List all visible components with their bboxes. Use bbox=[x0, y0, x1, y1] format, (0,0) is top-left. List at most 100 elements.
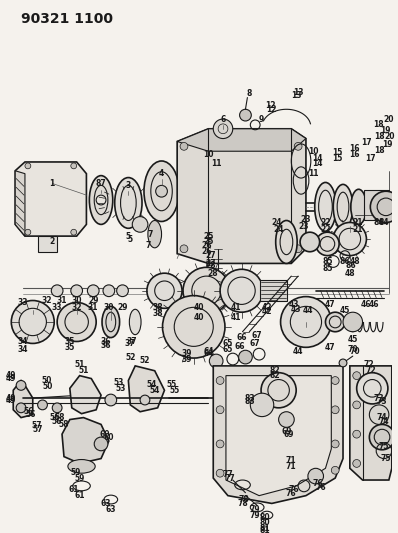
Ellipse shape bbox=[300, 232, 320, 252]
Text: 65: 65 bbox=[223, 345, 233, 354]
Text: 52: 52 bbox=[140, 357, 150, 366]
Circle shape bbox=[57, 302, 96, 342]
Text: 4: 4 bbox=[159, 169, 164, 178]
Circle shape bbox=[216, 406, 224, 414]
Circle shape bbox=[294, 142, 302, 150]
Text: 36: 36 bbox=[101, 337, 111, 346]
Circle shape bbox=[250, 393, 274, 417]
Text: 42: 42 bbox=[261, 306, 272, 316]
Text: 48: 48 bbox=[349, 257, 360, 266]
Circle shape bbox=[369, 424, 395, 450]
Text: 27: 27 bbox=[205, 259, 216, 268]
Text: 46: 46 bbox=[369, 300, 379, 309]
Text: 58: 58 bbox=[59, 420, 69, 429]
Text: 24: 24 bbox=[273, 225, 284, 234]
Circle shape bbox=[220, 269, 263, 312]
Circle shape bbox=[281, 296, 331, 348]
Text: 43: 43 bbox=[289, 300, 299, 309]
Text: 30: 30 bbox=[71, 296, 82, 305]
Circle shape bbox=[16, 403, 26, 413]
Text: 5: 5 bbox=[126, 232, 131, 240]
Circle shape bbox=[294, 245, 302, 253]
Text: 63: 63 bbox=[105, 505, 116, 514]
Text: 84: 84 bbox=[374, 218, 384, 227]
Ellipse shape bbox=[148, 221, 162, 248]
Ellipse shape bbox=[333, 184, 353, 229]
Text: 56: 56 bbox=[25, 410, 36, 419]
Text: 20: 20 bbox=[384, 132, 395, 141]
Text: 76: 76 bbox=[312, 479, 323, 488]
Text: 80: 80 bbox=[259, 519, 270, 528]
Text: 81: 81 bbox=[259, 524, 270, 533]
Text: 39: 39 bbox=[181, 354, 192, 364]
Text: 67: 67 bbox=[252, 331, 262, 340]
Text: 87: 87 bbox=[96, 179, 106, 188]
Text: 72: 72 bbox=[363, 360, 374, 369]
Bar bbox=[260, 280, 287, 302]
Text: 85: 85 bbox=[322, 264, 333, 273]
Circle shape bbox=[240, 109, 251, 121]
Circle shape bbox=[25, 163, 31, 169]
Text: 16: 16 bbox=[349, 150, 360, 159]
Circle shape bbox=[216, 440, 224, 448]
Text: 71: 71 bbox=[285, 456, 296, 465]
Text: 57: 57 bbox=[32, 425, 43, 434]
Text: 41: 41 bbox=[230, 303, 241, 312]
Polygon shape bbox=[70, 376, 101, 414]
Text: 43: 43 bbox=[291, 305, 301, 314]
Ellipse shape bbox=[68, 459, 95, 473]
Polygon shape bbox=[15, 171, 25, 236]
Text: 12: 12 bbox=[265, 101, 276, 110]
Text: 42: 42 bbox=[261, 303, 272, 312]
Text: 23: 23 bbox=[299, 222, 309, 231]
Text: 83: 83 bbox=[244, 393, 255, 402]
Circle shape bbox=[38, 400, 47, 410]
Text: 60: 60 bbox=[103, 433, 114, 442]
Polygon shape bbox=[129, 366, 164, 411]
Circle shape bbox=[216, 469, 224, 477]
Text: 56: 56 bbox=[52, 417, 62, 426]
Circle shape bbox=[180, 245, 188, 253]
Text: 12: 12 bbox=[267, 105, 277, 114]
Ellipse shape bbox=[89, 175, 113, 224]
Text: 69: 69 bbox=[283, 430, 294, 439]
Text: 64: 64 bbox=[203, 349, 214, 358]
Polygon shape bbox=[62, 417, 109, 463]
Circle shape bbox=[331, 406, 339, 414]
Text: 52: 52 bbox=[125, 353, 135, 361]
Text: 59: 59 bbox=[70, 468, 81, 477]
Text: 28: 28 bbox=[207, 269, 218, 278]
Text: 54: 54 bbox=[150, 386, 160, 395]
Text: 3: 3 bbox=[126, 181, 131, 190]
Text: 47: 47 bbox=[325, 343, 336, 352]
Circle shape bbox=[353, 459, 361, 467]
Text: 76: 76 bbox=[315, 483, 326, 492]
Text: 34: 34 bbox=[18, 337, 28, 346]
Polygon shape bbox=[350, 366, 392, 480]
Text: 14: 14 bbox=[312, 159, 323, 168]
Text: 70: 70 bbox=[347, 345, 358, 354]
Text: 81: 81 bbox=[259, 526, 270, 533]
Text: 5: 5 bbox=[128, 235, 133, 244]
Text: 61: 61 bbox=[74, 491, 85, 500]
Circle shape bbox=[331, 466, 339, 474]
Text: 76: 76 bbox=[286, 489, 297, 498]
Text: 21: 21 bbox=[352, 225, 363, 234]
Text: 33: 33 bbox=[18, 298, 28, 307]
Polygon shape bbox=[15, 162, 86, 236]
Text: 79: 79 bbox=[250, 505, 261, 514]
Circle shape bbox=[370, 191, 398, 222]
Circle shape bbox=[357, 373, 388, 404]
Text: 40: 40 bbox=[193, 312, 204, 321]
Ellipse shape bbox=[326, 312, 345, 332]
Text: 11: 11 bbox=[308, 169, 319, 178]
Text: 35: 35 bbox=[64, 343, 75, 352]
Circle shape bbox=[105, 394, 117, 406]
Text: 9: 9 bbox=[258, 115, 264, 124]
Circle shape bbox=[103, 285, 115, 296]
Text: 15: 15 bbox=[332, 148, 342, 157]
Circle shape bbox=[353, 401, 361, 409]
Ellipse shape bbox=[351, 189, 367, 224]
Text: 86: 86 bbox=[345, 261, 356, 270]
Circle shape bbox=[213, 119, 233, 139]
